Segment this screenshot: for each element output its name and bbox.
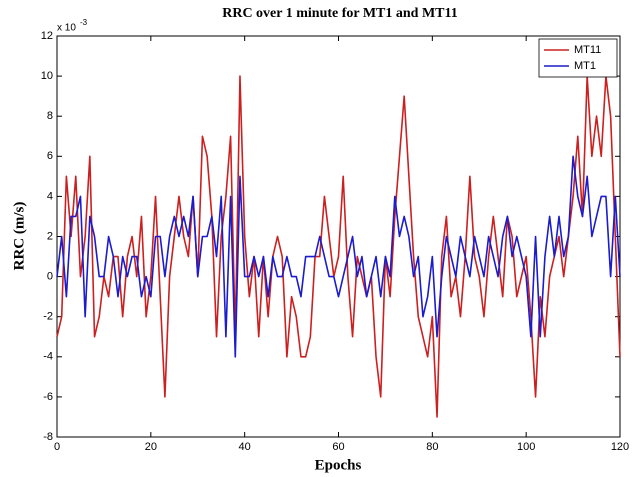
y-tick-label: 8	[47, 110, 53, 122]
y-tick-label: -8	[43, 431, 53, 443]
x-tick-label: 120	[611, 441, 629, 453]
y-tick-label: 2	[47, 230, 53, 242]
x-tick-label: 100	[517, 441, 535, 453]
x-tick-label: 0	[54, 441, 60, 453]
plot-area	[56, 35, 621, 438]
legend-label: MT1	[574, 60, 596, 72]
legend-label: MT11	[574, 44, 601, 56]
y-tick-label: -2	[43, 311, 53, 323]
y-tick-label: 12	[41, 30, 53, 42]
y-tick-label: 0	[47, 271, 53, 283]
data-line	[56, 75, 621, 418]
y-tick-label: 10	[41, 70, 53, 82]
y-tick-label: -4	[43, 351, 53, 363]
chart-title: RRC over 1 minute for MT1 and MT11	[222, 6, 458, 21]
y-tick-label: 4	[47, 190, 53, 202]
y-tick-label: -6	[43, 391, 53, 403]
legend-box	[538, 38, 618, 78]
x-tick-label: 20	[145, 441, 157, 453]
y-axis-label: RRC (m/s)	[11, 202, 27, 271]
x-tick-label: 60	[332, 441, 344, 453]
x-tick-label: 40	[239, 441, 251, 453]
x-tick-label: 80	[426, 441, 438, 453]
x-axis-label: Epochs	[315, 457, 362, 473]
y-scale-base: x 10	[57, 23, 76, 34]
y-tick-label: 6	[47, 150, 53, 162]
data-line	[56, 155, 621, 358]
y-scale-exponent: -3	[80, 18, 88, 27]
